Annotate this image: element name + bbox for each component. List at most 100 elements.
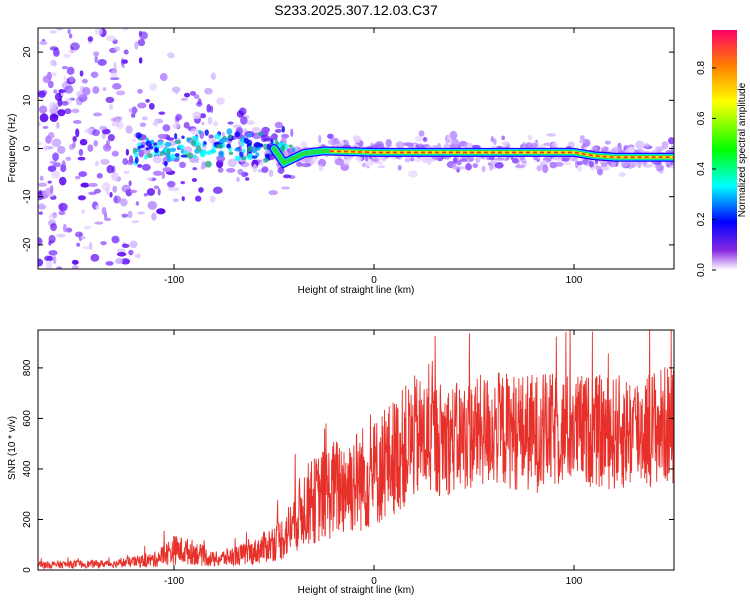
spectrogram-blob (156, 208, 166, 215)
spectrogram-blob-bright (270, 139, 274, 145)
spectrogram-blob (105, 186, 109, 196)
spectrogram-blob-bright (164, 141, 172, 148)
spectrogram-blob-bright (253, 141, 261, 148)
spectrogram-blob (127, 210, 133, 219)
spectrogram-blob (92, 86, 100, 94)
spectrogram-blob (172, 123, 180, 129)
spectrogram-blob (128, 180, 132, 187)
spectrogram-blob (172, 198, 179, 203)
spectrogram-blob-bright (150, 139, 155, 144)
spectrogram-blob-bright (234, 147, 241, 152)
spectrogram-blob-bright (193, 155, 197, 159)
spectrogram-blob-bright (255, 152, 260, 158)
spectrogram-blob (604, 140, 611, 145)
spectrogram-blob-bright (252, 149, 257, 154)
spectrogram-blob (95, 205, 99, 210)
spectrogram-blob (464, 143, 468, 148)
spectrogram-blob (108, 103, 114, 110)
spectrogram-blob (377, 165, 386, 169)
spectrogram-blob (245, 120, 255, 125)
spectrogram-blob (618, 172, 626, 178)
spectrogram-blob (49, 30, 58, 34)
spectrogram-blob (467, 156, 472, 161)
colorbar-tick-label: 0.8 (696, 61, 707, 75)
spectrogram-blob (408, 170, 418, 178)
spectrogram-blob (99, 125, 108, 131)
spectrogram-blob (112, 116, 122, 123)
spectrogram-blob (114, 46, 121, 52)
spectrogram-blob (443, 143, 451, 148)
spectrogram-blob (490, 136, 495, 143)
spectrogram-blob (138, 57, 143, 64)
spectrogram-blob (130, 113, 136, 118)
spectrogram-blob (162, 167, 172, 173)
spectrogram-blob (191, 177, 198, 182)
spectrogram-blob (76, 91, 83, 98)
spectrogram-blob (410, 157, 415, 162)
spectrogram-blob (88, 191, 97, 196)
colorbar-gradient (712, 30, 737, 270)
spectrogram-blob (135, 201, 140, 206)
spectrogram-blob (52, 255, 57, 265)
spectrogram-x-tick-label: 100 (566, 275, 583, 286)
spectrogram-blob (46, 255, 54, 262)
spectrogram-blob (494, 157, 505, 161)
spectrogram-blob-bright (281, 125, 286, 133)
spectrogram-blob-bright (177, 144, 185, 150)
spectrogram-blob (71, 265, 79, 269)
spectrogram-blob (63, 75, 67, 83)
spectrogram-blob (38, 194, 45, 201)
spectrogram-blob-bright (226, 143, 231, 149)
spectrogram-blob (129, 240, 138, 249)
spectrogram-blob (206, 104, 211, 113)
spectrogram-blob (597, 168, 604, 176)
spectrogram-blob (415, 135, 423, 142)
spectrogram-blob (610, 148, 621, 154)
spectrogram-blob (576, 160, 583, 166)
spectrogram-blob (88, 182, 98, 187)
spectrogram-blob (115, 90, 126, 96)
spectrogram-blob-bright (175, 156, 180, 160)
snr-y-ticks: 0 200 400 600 800 (22, 359, 674, 573)
spectrogram-blob-bright (251, 155, 258, 159)
spectrogram-blob (67, 28, 71, 35)
colorbar-tick-label: 0.0 (696, 263, 707, 277)
spectrogram-blob (574, 159, 579, 169)
spectrogram-blob (198, 187, 204, 193)
spectrogram-blob (82, 86, 91, 96)
spectrogram-blob (102, 143, 112, 152)
spectrogram-blob (190, 128, 200, 135)
spectrogram-blob (78, 171, 88, 178)
spectrogram-blob (102, 87, 107, 92)
spectrogram-blob (184, 92, 191, 98)
spectrogram-blob (84, 128, 95, 134)
snr-y-tick-label: 400 (22, 460, 33, 477)
spectrogram-blob (94, 160, 99, 167)
spectrogram-blob (50, 223, 58, 232)
spectrogram-blob (240, 161, 250, 168)
spectrogram-blob-bright (134, 156, 139, 164)
spectrogram-blob (128, 249, 134, 256)
spectrogram-blob (595, 165, 600, 171)
spectrogram-blob-bright (263, 143, 268, 151)
spectrogram-blob (68, 33, 73, 39)
spectrogram-blob (125, 125, 133, 134)
spectrogram-blob (546, 133, 557, 137)
spectrogram-blob (38, 258, 44, 267)
spectrogram-blob (77, 195, 86, 201)
spectrogram-blob (204, 87, 213, 95)
spectrogram-blob (101, 206, 107, 215)
spectrogram-blob-bright (186, 138, 191, 143)
spectrogram-blob (209, 195, 216, 203)
colorbar-tick-label: 0.6 (696, 111, 707, 125)
spectrogram-blob (261, 166, 269, 173)
spectrogram-blob (96, 173, 103, 179)
spectrogram-blob (149, 83, 158, 91)
spectrogram-blob (115, 257, 124, 264)
spectrogram-blob (64, 108, 72, 115)
spectrogram-blob (277, 167, 285, 174)
spectrogram-blob (76, 242, 81, 247)
spectrogram-blob-bright (170, 153, 176, 161)
spectrogram-blob (72, 141, 76, 148)
